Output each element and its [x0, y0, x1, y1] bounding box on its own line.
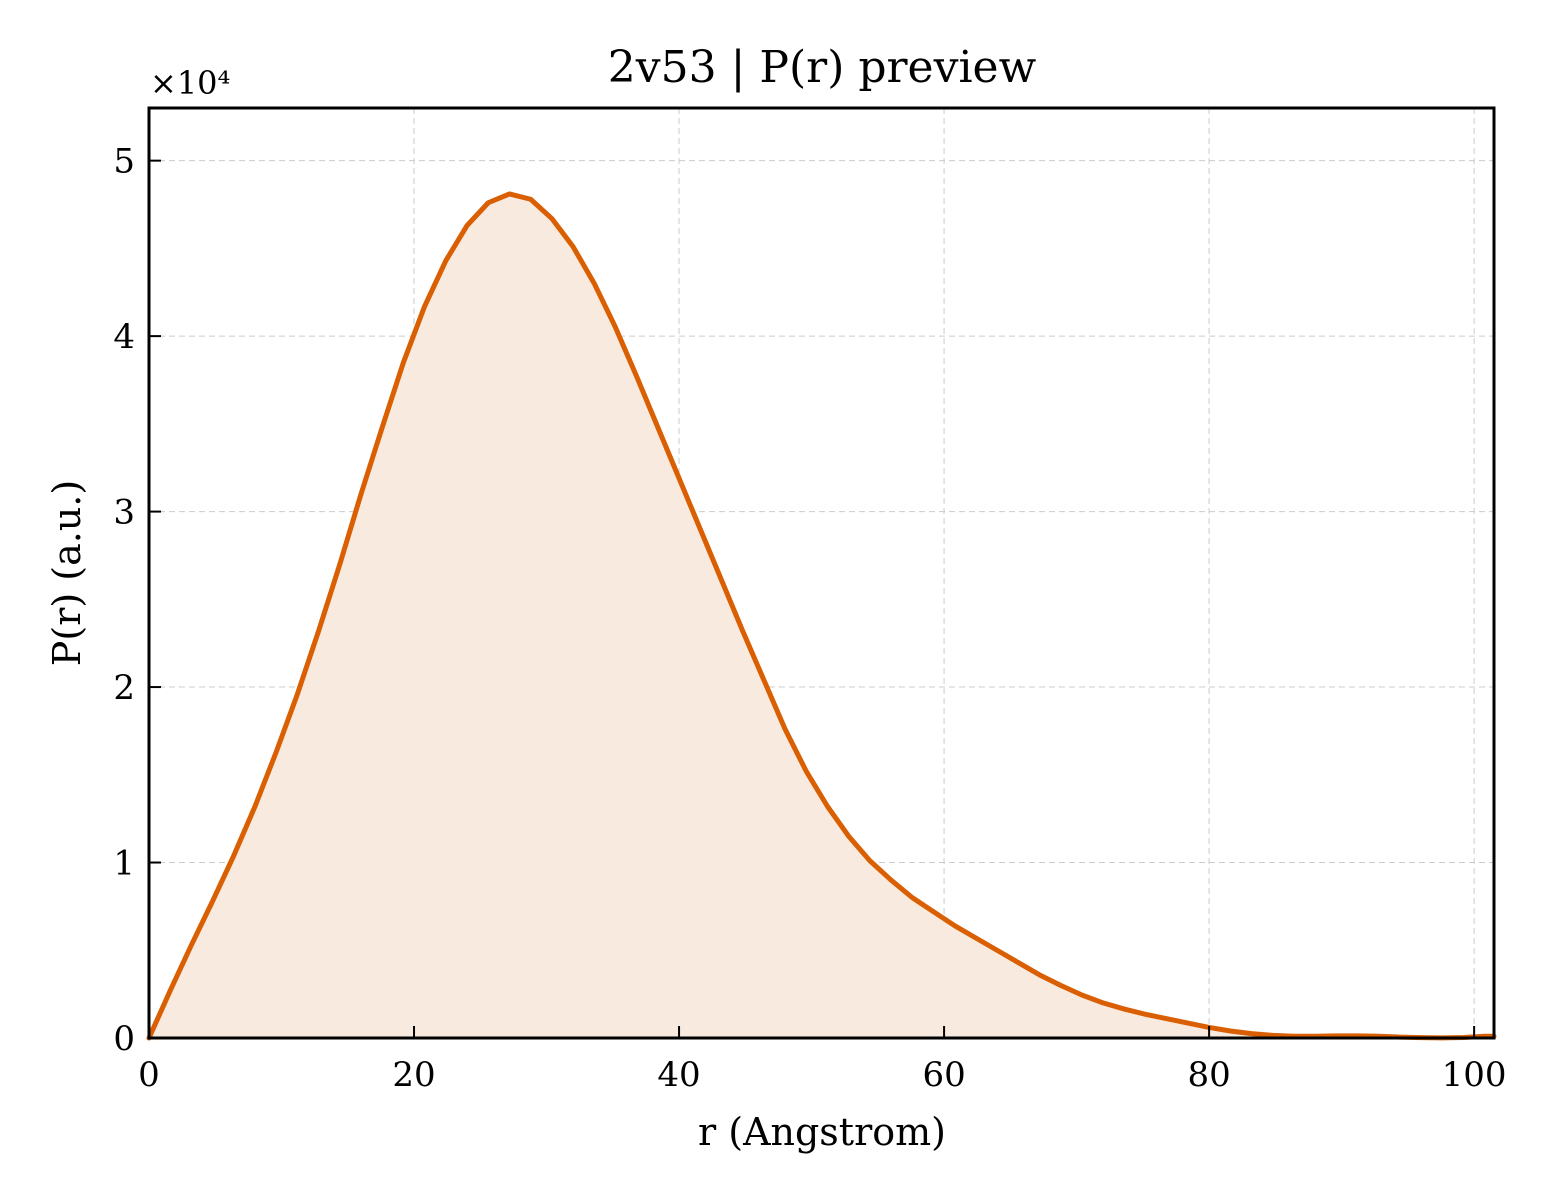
y-tick-label: 4 — [113, 317, 135, 357]
y-axis-multiplier: ×10⁴ — [150, 64, 230, 102]
y-tick-label: 0 — [113, 1019, 135, 1059]
y-axis-label: P(r) (a.u.) — [45, 480, 89, 666]
series-area-fill — [149, 193, 1494, 1039]
x-tick-label: 20 — [392, 1055, 435, 1095]
chart-title: 2v53 | P(r) preview — [608, 42, 1037, 93]
axis-ticks: 0 20 40 60 80 100 0 1 2 3 4 5 — [113, 142, 1506, 1095]
x-axis-label: r (Angstrom) — [698, 1110, 946, 1154]
x-tick-label: 100 — [1442, 1055, 1507, 1095]
y-tick-label: 5 — [113, 142, 135, 182]
x-tick-label: 0 — [138, 1055, 160, 1095]
x-tick-label: 40 — [657, 1055, 700, 1095]
series-line — [146, 191, 1497, 1041]
y-tick-label: 1 — [113, 844, 135, 884]
y-tick-label: 3 — [113, 493, 135, 533]
y-tick-label: 2 — [113, 668, 135, 708]
x-tick-label: 80 — [1187, 1055, 1230, 1095]
x-tick-label: 60 — [922, 1055, 965, 1095]
plot-frame — [147, 106, 1496, 1040]
